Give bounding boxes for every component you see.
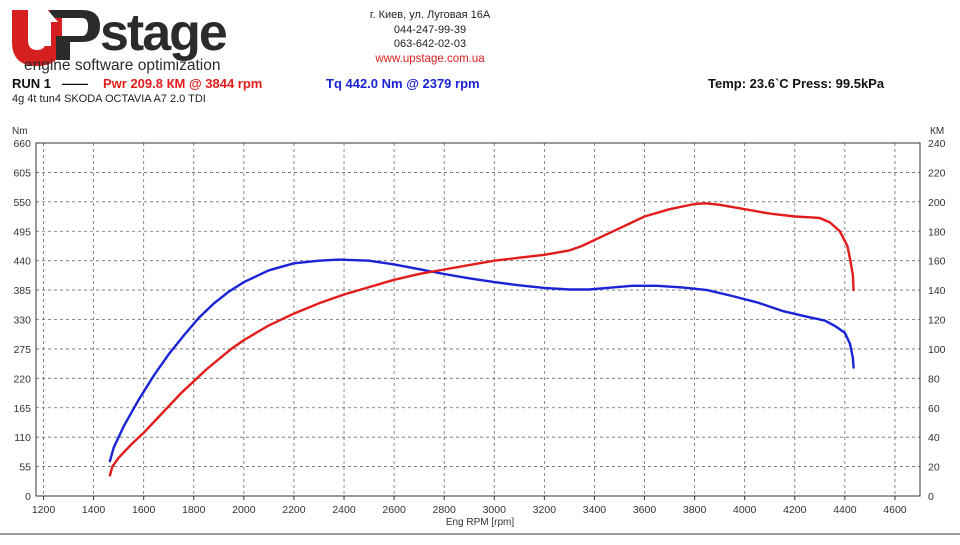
torque-peak-label: Tq 442.0 Nm @ 2379 rpm (326, 76, 480, 91)
right-tick-label: 180 (928, 226, 946, 238)
power-curve (108, 202, 855, 477)
logo-word: stage (100, 6, 227, 62)
right-tick-label: 160 (928, 256, 946, 268)
contact-phone-2: 063-642-02-03 (393, 38, 467, 50)
run-label: RUN 1 (12, 76, 52, 91)
x-tick-label: 2800 (433, 504, 457, 516)
x-tick-label: 3400 (583, 504, 607, 516)
right-tick-label: 200 (928, 197, 946, 209)
right-tick-label: 220 (928, 167, 946, 179)
right-tick-label: 20 (928, 462, 940, 474)
right-axis-title: КМ (930, 126, 944, 137)
x-axis-title: Eng RPM [rpm] (446, 517, 515, 528)
x-tick-label: 3600 (633, 504, 657, 516)
right-tick-label: 240 (928, 138, 946, 150)
left-tick-label: 220 (13, 373, 31, 385)
left-tick-label: 385 (13, 285, 31, 297)
dyno-chart-svg: 1200 1400 1600 1800 2000 2200 2400 2600 2800 3000… (12, 126, 946, 528)
right-tick-label: 0 (928, 491, 934, 503)
left-tick-label: 605 (13, 167, 31, 179)
left-axis-ticks: 0 55 110 165 220 275 330 385 440 495 550 605 660 (13, 138, 31, 503)
chart-frame (35, 142, 921, 497)
environment-conditions: Temp: 23.6`C Press: 99.5kPa (708, 76, 885, 91)
logo-up-arrow (34, 8, 58, 46)
x-tick-label: 2400 (332, 504, 356, 516)
x-tick-label: 3200 (533, 504, 557, 516)
x-tick-label: 3000 (483, 504, 507, 516)
logo-tagline: engine software optimization (24, 57, 220, 74)
bottom-divider (0, 533, 960, 535)
right-tick-label: 40 (928, 432, 940, 444)
contact-block: г. Киев, ул. Луговая 16А 044-247-99-39 0… (330, 8, 530, 66)
x-tick-label: 4000 (733, 504, 757, 516)
x-tick-label: 2600 (382, 504, 406, 516)
vehicle-description: 4g 4t tun4 SKODA OCTAVIA A7 2.0 TDI (12, 93, 206, 105)
x-tick-label: 3800 (683, 504, 707, 516)
dyno-chart: 1200 1400 1600 1800 2000 2200 2400 2600 2800 3000… (0, 110, 960, 540)
torque-curve (108, 258, 855, 463)
power-peak-label: Pwr 209.8 КМ @ 3844 rpm (103, 76, 263, 91)
left-tick-label: 440 (13, 256, 31, 268)
upstage-logo: stage engine software optimization (6, 6, 306, 74)
left-tick-label: 0 (25, 491, 31, 503)
left-tick-label: 110 (14, 432, 31, 444)
x-tick-label: 4200 (783, 504, 807, 516)
right-tick-label: 140 (928, 285, 946, 297)
x-tick-label: 2200 (282, 504, 306, 516)
left-tick-label: 275 (13, 344, 31, 356)
chart-series (108, 202, 855, 477)
x-tick-label: 1400 (82, 504, 106, 516)
x-tick-label: 2000 (232, 504, 256, 516)
contact-address: г. Киев, ул. Луговая 16А (369, 9, 491, 21)
left-tick-label: 165 (13, 403, 31, 415)
x-tick-label: 4600 (883, 504, 907, 516)
plot-border (35, 142, 921, 497)
run-legend-dash: —— (62, 76, 88, 91)
x-tick-label: 4400 (833, 504, 857, 516)
x-tick-label: 1600 (132, 504, 156, 516)
right-axis-ticks: 0 20 40 60 80 100 120 140 160 180 200 220 240 (928, 138, 946, 503)
chart-grid (36, 142, 920, 497)
left-axis-title: Nm (12, 126, 28, 137)
right-tick-label: 100 (928, 344, 946, 356)
left-tick-label: 55 (19, 462, 31, 474)
left-tick-label: 495 (13, 226, 31, 238)
upstage-logo-graphic: stage engine software optimization (6, 6, 306, 74)
right-tick-label: 80 (928, 373, 940, 385)
contact-website[interactable]: www.upstage.com.ua (375, 52, 485, 65)
left-tick-label: 330 (13, 315, 31, 327)
right-tick-label: 120 (928, 315, 946, 327)
x-axis-ticks: 1200 1400 1600 1800 2000 2200 2400 2600 2800 3000… (32, 496, 907, 516)
x-tick-label: 1800 (182, 504, 206, 516)
logo-p-shape (50, 10, 100, 60)
right-tick-label: 60 (928, 403, 940, 415)
left-tick-label: 550 (13, 197, 31, 209)
contact-phone-1: 044-247-99-39 (393, 23, 467, 36)
x-tick-label: 1200 (32, 504, 56, 516)
left-tick-label: 660 (13, 138, 31, 150)
